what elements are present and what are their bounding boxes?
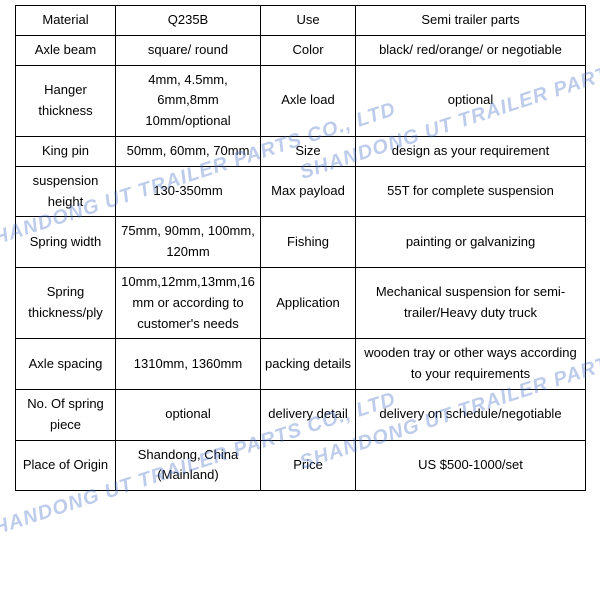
cell-value: 130-350mm [116,166,261,217]
cell-label: Spring width [16,217,116,268]
cell-label: Application [261,267,356,338]
cell-label: Place of Origin [16,440,116,491]
cell-label: Axle spacing [16,339,116,390]
cell-value: optional [356,65,586,136]
cell-value: square/ round [116,35,261,65]
cell-label: Spring thickness/ply [16,267,116,338]
cell-value: 4mm, 4.5mm, 6mm,8mm 10mm/optional [116,65,261,136]
cell-value: Shandong, China (Mainland) [116,440,261,491]
cell-label: Size [261,136,356,166]
cell-value: Q235B [116,6,261,36]
cell-value: 55T for complete suspension [356,166,586,217]
cell-value: 50mm, 60mm, 70mm [116,136,261,166]
cell-label: suspension height [16,166,116,217]
cell-value: painting or galvanizing [356,217,586,268]
cell-label: delivery detail [261,389,356,440]
cell-value: design as your requirement [356,136,586,166]
table-row: Axle spacing 1310mm, 1360mm packing deta… [16,339,586,390]
table-row: suspension height 130-350mm Max payload … [16,166,586,217]
cell-label: Price [261,440,356,491]
cell-label: Max payload [261,166,356,217]
table-row: Spring width 75mm, 90mm, 100mm, 120mm Fi… [16,217,586,268]
table-row: No. Of spring piece optional delivery de… [16,389,586,440]
table-row: Place of Origin Shandong, China (Mainlan… [16,440,586,491]
table-row: Hanger thickness 4mm, 4.5mm, 6mm,8mm 10m… [16,65,586,136]
table-row: Axle beam square/ round Color black/ red… [16,35,586,65]
cell-label: Material [16,6,116,36]
cell-value: 1310mm, 1360mm [116,339,261,390]
spec-table-body: Material Q235B Use Semi trailer parts Ax… [16,6,586,491]
table-row: Material Q235B Use Semi trailer parts [16,6,586,36]
cell-value: optional [116,389,261,440]
cell-label: No. Of spring piece [16,389,116,440]
cell-label: Axle load [261,65,356,136]
spec-table: Material Q235B Use Semi trailer parts Ax… [15,5,586,491]
cell-value: wooden tray or other ways according to y… [356,339,586,390]
cell-label: Axle beam [16,35,116,65]
cell-value: US $500-1000/set [356,440,586,491]
table-row: Spring thickness/ply 10mm,12mm,13mm,16mm… [16,267,586,338]
cell-label: Use [261,6,356,36]
cell-label: Color [261,35,356,65]
cell-value: black/ red/orange/ or negotiable [356,35,586,65]
table-row: King pin 50mm, 60mm, 70mm Size design as… [16,136,586,166]
cell-value: 10mm,12mm,13mm,16mm or according to cust… [116,267,261,338]
cell-label: Fishing [261,217,356,268]
cell-value: Semi trailer parts [356,6,586,36]
cell-label: packing details [261,339,356,390]
cell-value: Mechanical suspension for semi-trailer/H… [356,267,586,338]
cell-label: King pin [16,136,116,166]
cell-label: Hanger thickness [16,65,116,136]
cell-value: 75mm, 90mm, 100mm, 120mm [116,217,261,268]
cell-value: delivery on schedule/negotiable [356,389,586,440]
